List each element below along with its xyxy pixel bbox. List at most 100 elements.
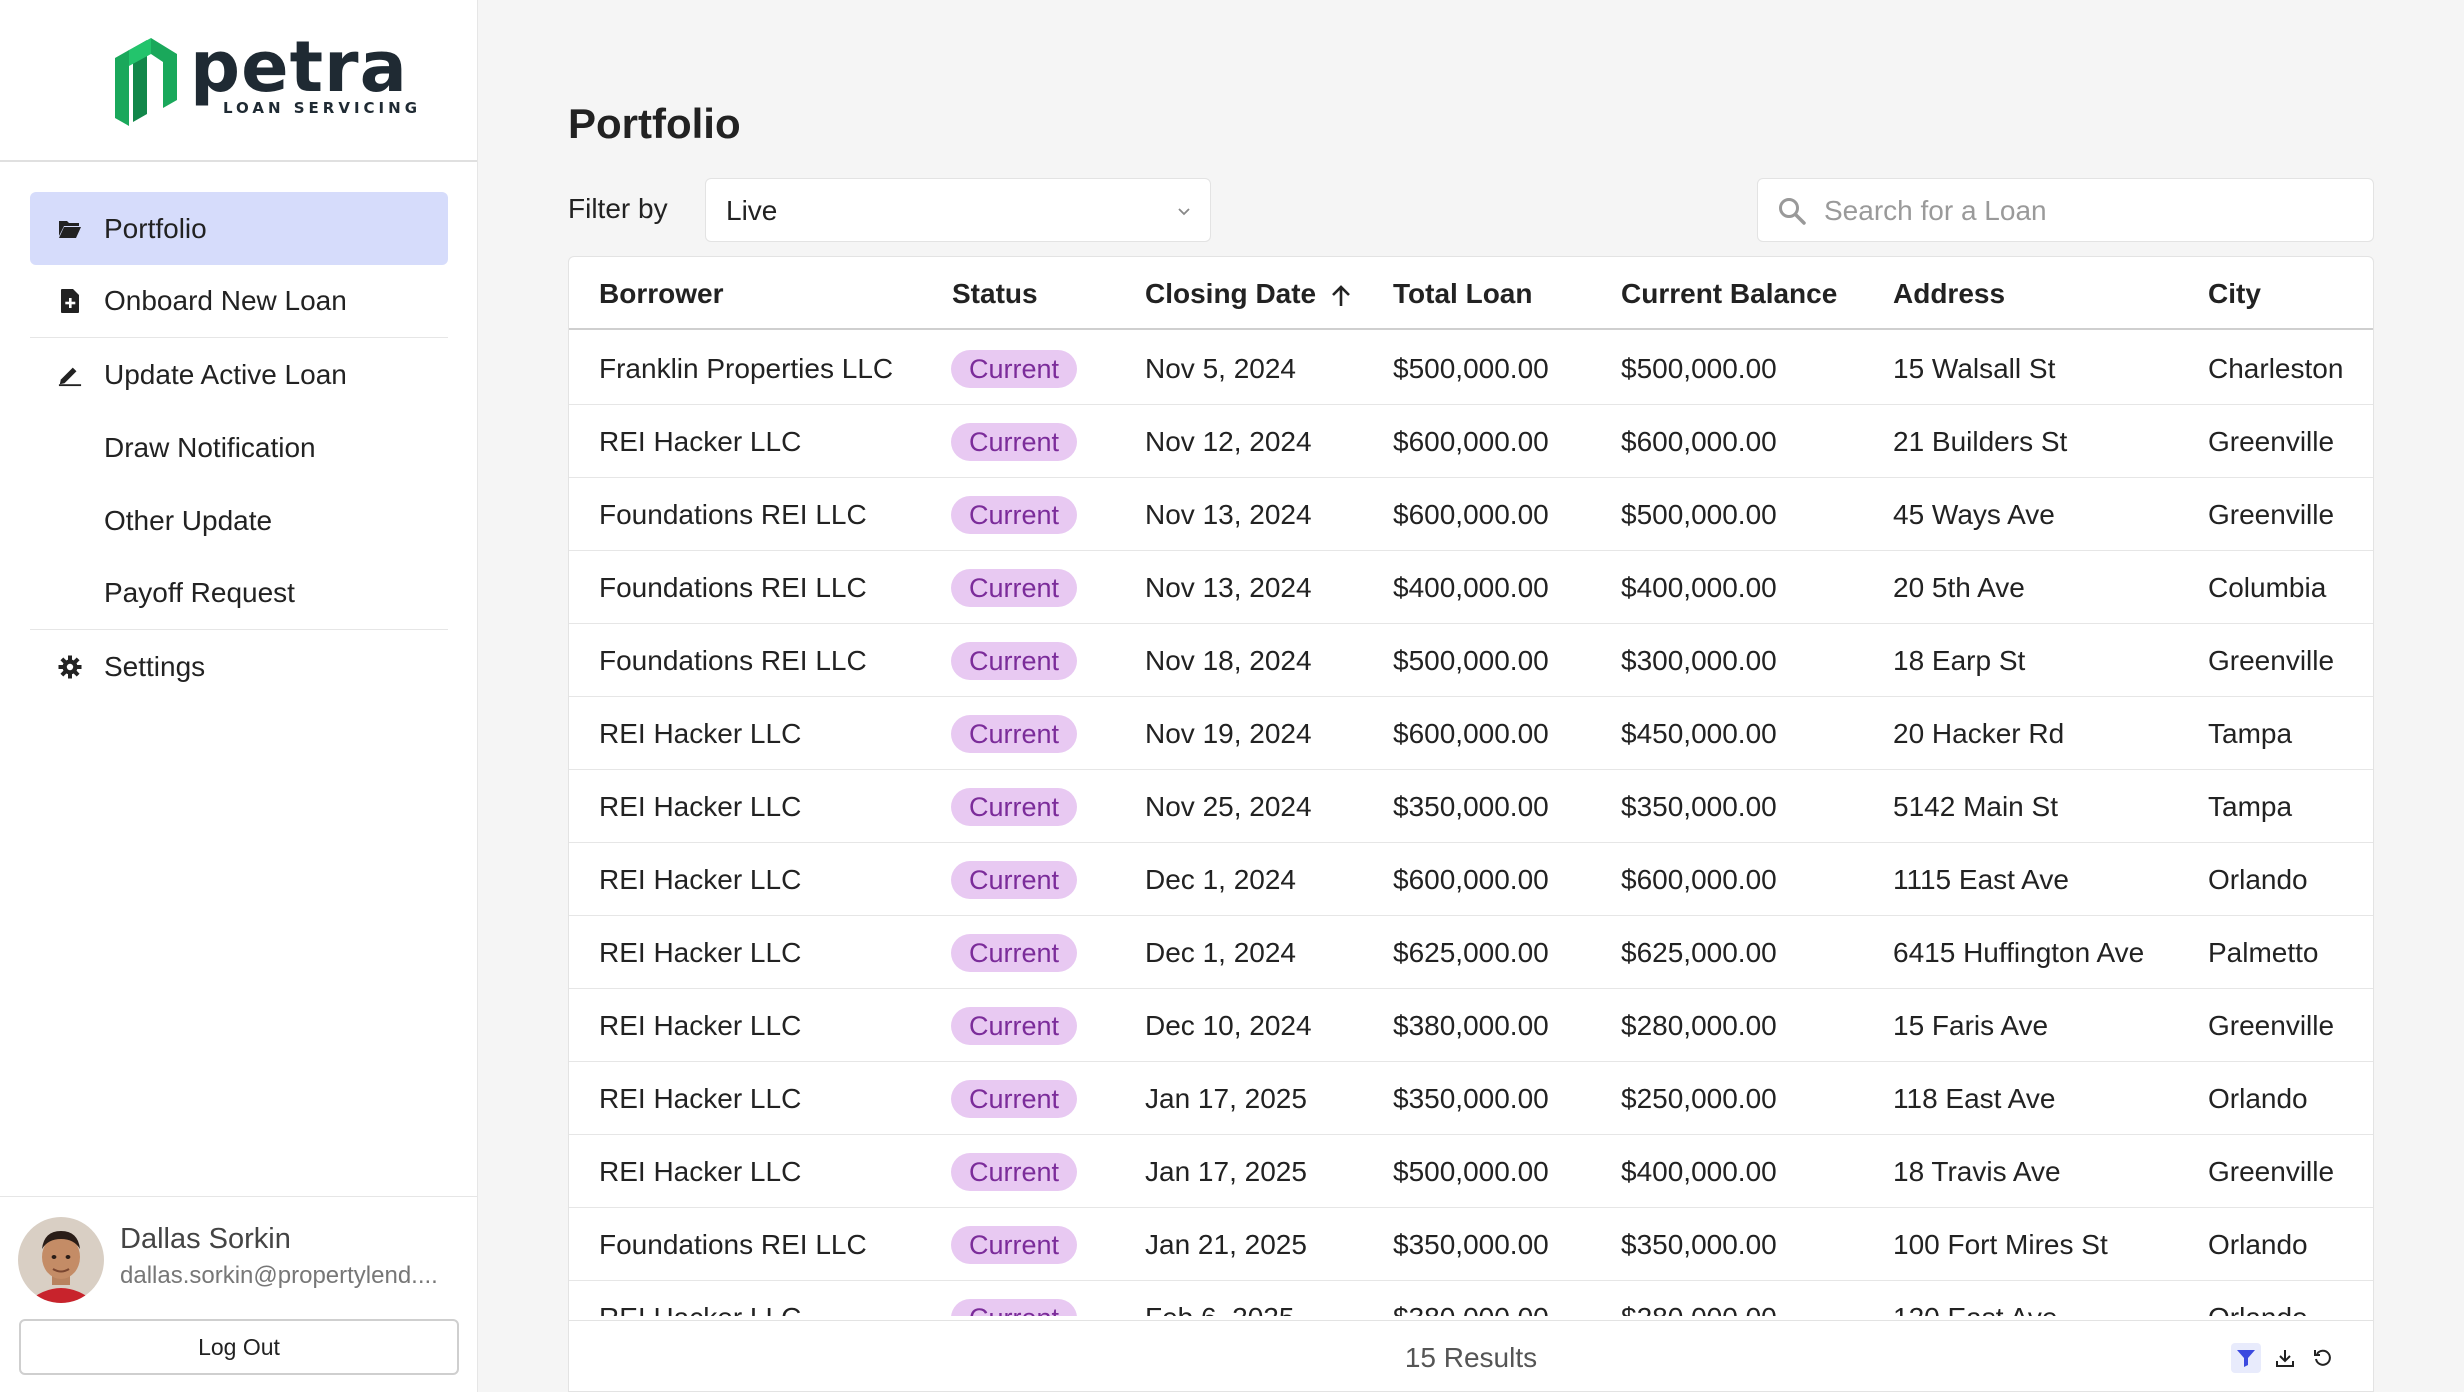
cell-address: 15 Walsall St [1893, 353, 2056, 384]
logout-button[interactable]: Log Out [19, 1319, 459, 1375]
download-icon[interactable] [2270, 1343, 2300, 1373]
column-header-current-balance[interactable]: Current Balance [1621, 278, 1838, 309]
cell-address: 1115 East Ave [1893, 864, 2069, 895]
user-email: dallas.sorkin@propertylend.... [120, 1262, 438, 1289]
cell-address: 21 Builders St [1893, 426, 2068, 457]
filter-icon[interactable] [2231, 1343, 2261, 1373]
sidebar-item-payoff-request[interactable]: Payoff Request [30, 557, 448, 630]
cell-borrower: REI Hacker LLC [599, 426, 802, 457]
search-box[interactable] [1757, 178, 2374, 242]
cell-total-loan: $625,000.00 [1393, 937, 1549, 968]
table-row[interactable]: REI Hacker LLC Current Nov 25, 2024 $350,00… [569, 770, 2373, 843]
cell-closing-date: Jan 21, 2025 [1145, 1229, 1307, 1260]
cell-address: 15 Faris Ave [1893, 1010, 2049, 1041]
cell-total-loan: $600,000.00 [1393, 864, 1549, 895]
sidebar-item-other-update[interactable]: Other Update [30, 484, 448, 557]
cell-total-loan: $400,000.00 [1393, 572, 1549, 603]
results-count: 15 Results [1404, 1342, 1538, 1373]
cell-closing-date: Dec 10, 2024 [1145, 1010, 1312, 1041]
logo[interactable]: petra LOAN SERVICING [0, 0, 477, 162]
table-row[interactable]: REI Hacker LLC Current Dec 1, 2024 $625,000… [569, 916, 2373, 989]
cell-borrower: Foundations REI LLC [599, 645, 867, 676]
cell-city: Greenville [2208, 1010, 2335, 1041]
cell-borrower: Franklin Properties LLC [599, 353, 894, 384]
sidebar-item-label: Update Active Loan [104, 358, 347, 390]
table-row[interactable]: REI Hacker LLC Current Jan 17, 2025 $350,00… [569, 1062, 2373, 1135]
table-row[interactable]: Foundations REI LLC Current Nov 13, 2024 $6… [569, 478, 2373, 551]
status-badge: Current [951, 423, 1078, 461]
status-badge: Current [951, 350, 1078, 388]
table-header: Borrower Status Closing Date Total Loan … [569, 257, 2373, 330]
refresh-icon[interactable] [2308, 1343, 2338, 1373]
status-badge: Current [951, 1299, 1078, 1316]
cell-borrower: Foundations REI LLC [599, 499, 867, 530]
cell-borrower: REI Hacker LLC [599, 1156, 802, 1187]
cell-closing-date: Nov 19, 2024 [1145, 718, 1312, 749]
cell-current-balance: $500,000.00 [1621, 353, 1777, 384]
cell-city: Columbia [2208, 572, 2327, 603]
cell-city: Greenville [2208, 426, 2335, 457]
cell-current-balance: $400,000.00 [1621, 572, 1777, 603]
petra-logo-icon [115, 38, 177, 126]
table-row[interactable]: Foundations REI LLC Current Nov 18, 2024 $5… [569, 624, 2373, 697]
cell-current-balance: $300,000.00 [1621, 645, 1777, 676]
cell-city: Orlando [2208, 1229, 2308, 1260]
filter-select[interactable]: Live [705, 178, 1211, 242]
table-row[interactable]: REI Hacker LLC Current Jan 17, 2025 $500,00… [569, 1135, 2373, 1208]
filter-label: Filter by [568, 193, 668, 224]
status-badge: Current [951, 715, 1078, 753]
table-row[interactable]: Franklin Properties LLC Current Nov 5, 202… [569, 332, 2373, 405]
cell-city: Orlando [2208, 864, 2308, 895]
cell-closing-date: Nov 13, 2024 [1145, 499, 1312, 530]
cell-address: 20 Hacker Rd [1893, 718, 2065, 749]
column-header-address[interactable]: Address [1893, 278, 2006, 309]
cell-address: 18 Earp St [1893, 645, 2026, 676]
cell-current-balance: $600,000.00 [1621, 426, 1777, 457]
column-header-closing-date[interactable]: Closing Date [1145, 257, 1352, 330]
cell-address: 45 Ways Ave [1893, 499, 2055, 530]
sidebar-item-onboard-new-loan[interactable]: Onboard New Loan [30, 265, 448, 338]
cell-current-balance: $350,000.00 [1621, 1229, 1777, 1260]
cell-current-balance: $450,000.00 [1621, 718, 1777, 749]
column-header-city[interactable]: City [2208, 278, 2261, 309]
table-row[interactable]: REI Hacker LLC Current Dec 10, 2024 $380,00… [569, 989, 2373, 1062]
sidebar-item-draw-notification[interactable]: Draw Notification [30, 411, 448, 484]
cell-address: 5142 Main St [1893, 791, 2058, 822]
table-footer: 15 Results [569, 1320, 2373, 1391]
arrow-up-icon [1332, 284, 1351, 306]
table-row[interactable]: Foundations REI LLC Current Jan 21, 2025 $3… [569, 1208, 2373, 1281]
cell-closing-date: Dec 1, 2024 [1145, 937, 1296, 968]
column-header-total-loan[interactable]: Total Loan [1393, 278, 1533, 309]
cell-total-loan: $600,000.00 [1393, 426, 1549, 457]
table-row[interactable]: REI Hacker LLC Current Nov 19, 2024 $600,00… [569, 697, 2373, 770]
cell-current-balance: $400,000.00 [1621, 1156, 1777, 1187]
cell-closing-date: Nov 25, 2024 [1145, 791, 1312, 822]
sidebar-item-portfolio[interactable]: Portfolio [30, 192, 448, 265]
cell-current-balance: $350,000.00 [1621, 791, 1777, 822]
column-header-label: Closing Date [1145, 278, 1317, 309]
table-row[interactable]: REI Hacker LLC Current Nov 12, 2024 $600,00… [569, 405, 2373, 478]
cell-current-balance: $600,000.00 [1621, 864, 1777, 895]
brand-name: petra [190, 26, 408, 108]
sidebar-item-update-active-loan[interactable]: Update Active Loan [30, 338, 448, 411]
user-name: Dallas Sorkin [120, 1223, 291, 1255]
table-body: Franklin Properties LLC Current Nov 5, 202… [569, 332, 2373, 1316]
search-input[interactable] [1824, 189, 2344, 233]
table-row[interactable]: REI Hacker LLC Current Feb 6, 2025 $380,000… [569, 1281, 2373, 1316]
table-row[interactable]: REI Hacker LLC Current Dec 1, 2024 $600,000… [569, 843, 2373, 916]
cell-total-loan: $500,000.00 [1393, 1156, 1549, 1187]
sidebar-item-label: Portfolio [104, 212, 207, 244]
cell-city: Greenville [2208, 1156, 2335, 1187]
cell-closing-date: Dec 1, 2024 [1145, 864, 1296, 895]
column-header-borrower[interactable]: Borrower [599, 278, 724, 309]
cell-total-loan: $350,000.00 [1393, 1229, 1549, 1260]
sidebar-item-settings[interactable]: Settings [30, 630, 448, 703]
column-header-status[interactable]: Status [952, 278, 1038, 309]
cell-closing-date: Nov 13, 2024 [1145, 572, 1312, 603]
table-row[interactable]: Foundations REI LLC Current Nov 13, 2024 $4… [569, 551, 2373, 624]
chevron-down-icon [1178, 208, 1190, 216]
cell-city: Tampa [2208, 718, 2293, 749]
cell-borrower: REI Hacker LLC [599, 1281, 801, 1316]
sidebar: petra LOAN SERVICING Portfolio Onboard N… [0, 0, 478, 1392]
cell-total-loan: $600,000.00 [1393, 718, 1549, 749]
